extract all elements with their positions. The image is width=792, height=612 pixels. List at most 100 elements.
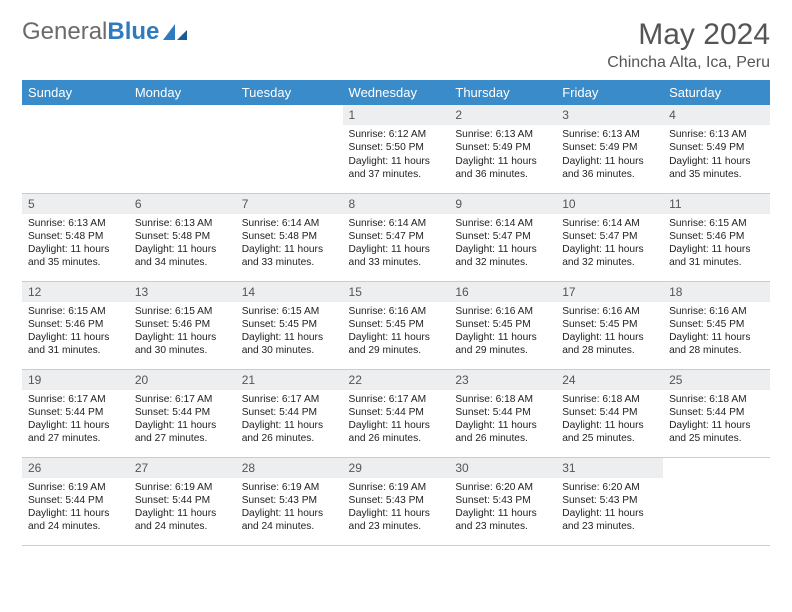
empty-cell	[236, 105, 343, 165]
calendar-cell: 8Sunrise: 6:14 AMSunset: 5:47 PMDaylight…	[343, 193, 450, 281]
day-number: 20	[129, 370, 236, 390]
weekday-header: Sunday	[22, 80, 129, 105]
weekday-header: Thursday	[449, 80, 556, 105]
weekday-header: Wednesday	[343, 80, 450, 105]
day-details: Sunrise: 6:16 AMSunset: 5:45 PMDaylight:…	[343, 302, 450, 364]
calendar-cell: 12Sunrise: 6:15 AMSunset: 5:46 PMDayligh…	[22, 281, 129, 369]
day-details: Sunrise: 6:13 AMSunset: 5:49 PMDaylight:…	[663, 125, 770, 187]
location: Chincha Alta, Ica, Peru	[607, 54, 770, 72]
day-details: Sunrise: 6:18 AMSunset: 5:44 PMDaylight:…	[556, 390, 663, 452]
day-number: 5	[22, 194, 129, 214]
day-details: Sunrise: 6:17 AMSunset: 5:44 PMDaylight:…	[343, 390, 450, 452]
calendar-cell: 4Sunrise: 6:13 AMSunset: 5:49 PMDaylight…	[663, 105, 770, 193]
day-details: Sunrise: 6:13 AMSunset: 5:49 PMDaylight:…	[556, 125, 663, 187]
day-details: Sunrise: 6:14 AMSunset: 5:47 PMDaylight:…	[556, 214, 663, 276]
day-number: 28	[236, 458, 343, 478]
day-details: Sunrise: 6:19 AMSunset: 5:44 PMDaylight:…	[22, 478, 129, 540]
day-number: 18	[663, 282, 770, 302]
weekday-header-row: SundayMondayTuesdayWednesdayThursdayFrid…	[22, 80, 770, 105]
calendar-cell: 31Sunrise: 6:20 AMSunset: 5:43 PMDayligh…	[556, 457, 663, 545]
day-number: 15	[343, 282, 450, 302]
day-details: Sunrise: 6:17 AMSunset: 5:44 PMDaylight:…	[129, 390, 236, 452]
day-details: Sunrise: 6:16 AMSunset: 5:45 PMDaylight:…	[556, 302, 663, 364]
logo: GeneralBlue	[22, 18, 189, 46]
day-number: 22	[343, 370, 450, 390]
day-number: 27	[129, 458, 236, 478]
day-details: Sunrise: 6:17 AMSunset: 5:44 PMDaylight:…	[22, 390, 129, 452]
day-details: Sunrise: 6:14 AMSunset: 5:47 PMDaylight:…	[343, 214, 450, 276]
calendar-cell: 3Sunrise: 6:13 AMSunset: 5:49 PMDaylight…	[556, 105, 663, 193]
day-details: Sunrise: 6:17 AMSunset: 5:44 PMDaylight:…	[236, 390, 343, 452]
calendar-week-row: 19Sunrise: 6:17 AMSunset: 5:44 PMDayligh…	[22, 369, 770, 457]
weekday-header: Friday	[556, 80, 663, 105]
calendar-table: SundayMondayTuesdayWednesdayThursdayFrid…	[22, 80, 770, 546]
empty-cell	[22, 105, 129, 165]
day-number: 14	[236, 282, 343, 302]
day-number: 13	[129, 282, 236, 302]
day-details: Sunrise: 6:15 AMSunset: 5:46 PMDaylight:…	[663, 214, 770, 276]
calendar-cell: 10Sunrise: 6:14 AMSunset: 5:47 PMDayligh…	[556, 193, 663, 281]
calendar-cell: 21Sunrise: 6:17 AMSunset: 5:44 PMDayligh…	[236, 369, 343, 457]
day-number: 19	[22, 370, 129, 390]
day-number: 10	[556, 194, 663, 214]
calendar-cell: 15Sunrise: 6:16 AMSunset: 5:45 PMDayligh…	[343, 281, 450, 369]
calendar-cell: 7Sunrise: 6:14 AMSunset: 5:48 PMDaylight…	[236, 193, 343, 281]
calendar-cell: 16Sunrise: 6:16 AMSunset: 5:45 PMDayligh…	[449, 281, 556, 369]
weekday-header: Monday	[129, 80, 236, 105]
day-number: 26	[22, 458, 129, 478]
day-details: Sunrise: 6:15 AMSunset: 5:46 PMDaylight:…	[22, 302, 129, 364]
calendar-cell: 29Sunrise: 6:19 AMSunset: 5:43 PMDayligh…	[343, 457, 450, 545]
logo-text-1: General	[22, 18, 107, 45]
logo-text-2: Blue	[107, 18, 159, 45]
day-number: 29	[343, 458, 450, 478]
day-details: Sunrise: 6:12 AMSunset: 5:50 PMDaylight:…	[343, 125, 450, 187]
day-number: 25	[663, 370, 770, 390]
day-number: 4	[663, 105, 770, 125]
sail-icon	[161, 22, 189, 42]
calendar-week-row: 1Sunrise: 6:12 AMSunset: 5:50 PMDaylight…	[22, 105, 770, 193]
day-number: 7	[236, 194, 343, 214]
day-details: Sunrise: 6:13 AMSunset: 5:48 PMDaylight:…	[129, 214, 236, 276]
day-details: Sunrise: 6:19 AMSunset: 5:43 PMDaylight:…	[343, 478, 450, 540]
calendar-cell: 17Sunrise: 6:16 AMSunset: 5:45 PMDayligh…	[556, 281, 663, 369]
calendar-cell	[129, 105, 236, 193]
calendar-cell: 2Sunrise: 6:13 AMSunset: 5:49 PMDaylight…	[449, 105, 556, 193]
day-number: 8	[343, 194, 450, 214]
day-number: 21	[236, 370, 343, 390]
day-details: Sunrise: 6:18 AMSunset: 5:44 PMDaylight:…	[663, 390, 770, 452]
day-details: Sunrise: 6:13 AMSunset: 5:48 PMDaylight:…	[22, 214, 129, 276]
calendar-cell: 18Sunrise: 6:16 AMSunset: 5:45 PMDayligh…	[663, 281, 770, 369]
calendar-cell: 22Sunrise: 6:17 AMSunset: 5:44 PMDayligh…	[343, 369, 450, 457]
day-details: Sunrise: 6:19 AMSunset: 5:43 PMDaylight:…	[236, 478, 343, 540]
day-number: 2	[449, 105, 556, 125]
empty-cell	[663, 458, 770, 518]
day-details: Sunrise: 6:15 AMSunset: 5:46 PMDaylight:…	[129, 302, 236, 364]
calendar-cell: 27Sunrise: 6:19 AMSunset: 5:44 PMDayligh…	[129, 457, 236, 545]
calendar-cell: 13Sunrise: 6:15 AMSunset: 5:46 PMDayligh…	[129, 281, 236, 369]
calendar-body: 1Sunrise: 6:12 AMSunset: 5:50 PMDaylight…	[22, 105, 770, 545]
calendar-cell: 14Sunrise: 6:15 AMSunset: 5:45 PMDayligh…	[236, 281, 343, 369]
day-number: 12	[22, 282, 129, 302]
calendar-cell: 11Sunrise: 6:15 AMSunset: 5:46 PMDayligh…	[663, 193, 770, 281]
day-details: Sunrise: 6:13 AMSunset: 5:49 PMDaylight:…	[449, 125, 556, 187]
day-number: 11	[663, 194, 770, 214]
calendar-cell: 6Sunrise: 6:13 AMSunset: 5:48 PMDaylight…	[129, 193, 236, 281]
calendar-cell: 25Sunrise: 6:18 AMSunset: 5:44 PMDayligh…	[663, 369, 770, 457]
calendar-cell: 19Sunrise: 6:17 AMSunset: 5:44 PMDayligh…	[22, 369, 129, 457]
calendar-cell: 26Sunrise: 6:19 AMSunset: 5:44 PMDayligh…	[22, 457, 129, 545]
day-number: 23	[449, 370, 556, 390]
empty-cell	[129, 105, 236, 165]
weekday-header: Tuesday	[236, 80, 343, 105]
day-number: 24	[556, 370, 663, 390]
calendar-cell: 1Sunrise: 6:12 AMSunset: 5:50 PMDaylight…	[343, 105, 450, 193]
day-number: 3	[556, 105, 663, 125]
day-number: 6	[129, 194, 236, 214]
day-details: Sunrise: 6:16 AMSunset: 5:45 PMDaylight:…	[449, 302, 556, 364]
calendar-cell: 30Sunrise: 6:20 AMSunset: 5:43 PMDayligh…	[449, 457, 556, 545]
calendar-cell	[663, 457, 770, 545]
day-number: 9	[449, 194, 556, 214]
calendar-week-row: 26Sunrise: 6:19 AMSunset: 5:44 PMDayligh…	[22, 457, 770, 545]
day-details: Sunrise: 6:18 AMSunset: 5:44 PMDaylight:…	[449, 390, 556, 452]
calendar-cell: 5Sunrise: 6:13 AMSunset: 5:48 PMDaylight…	[22, 193, 129, 281]
calendar-cell: 20Sunrise: 6:17 AMSunset: 5:44 PMDayligh…	[129, 369, 236, 457]
